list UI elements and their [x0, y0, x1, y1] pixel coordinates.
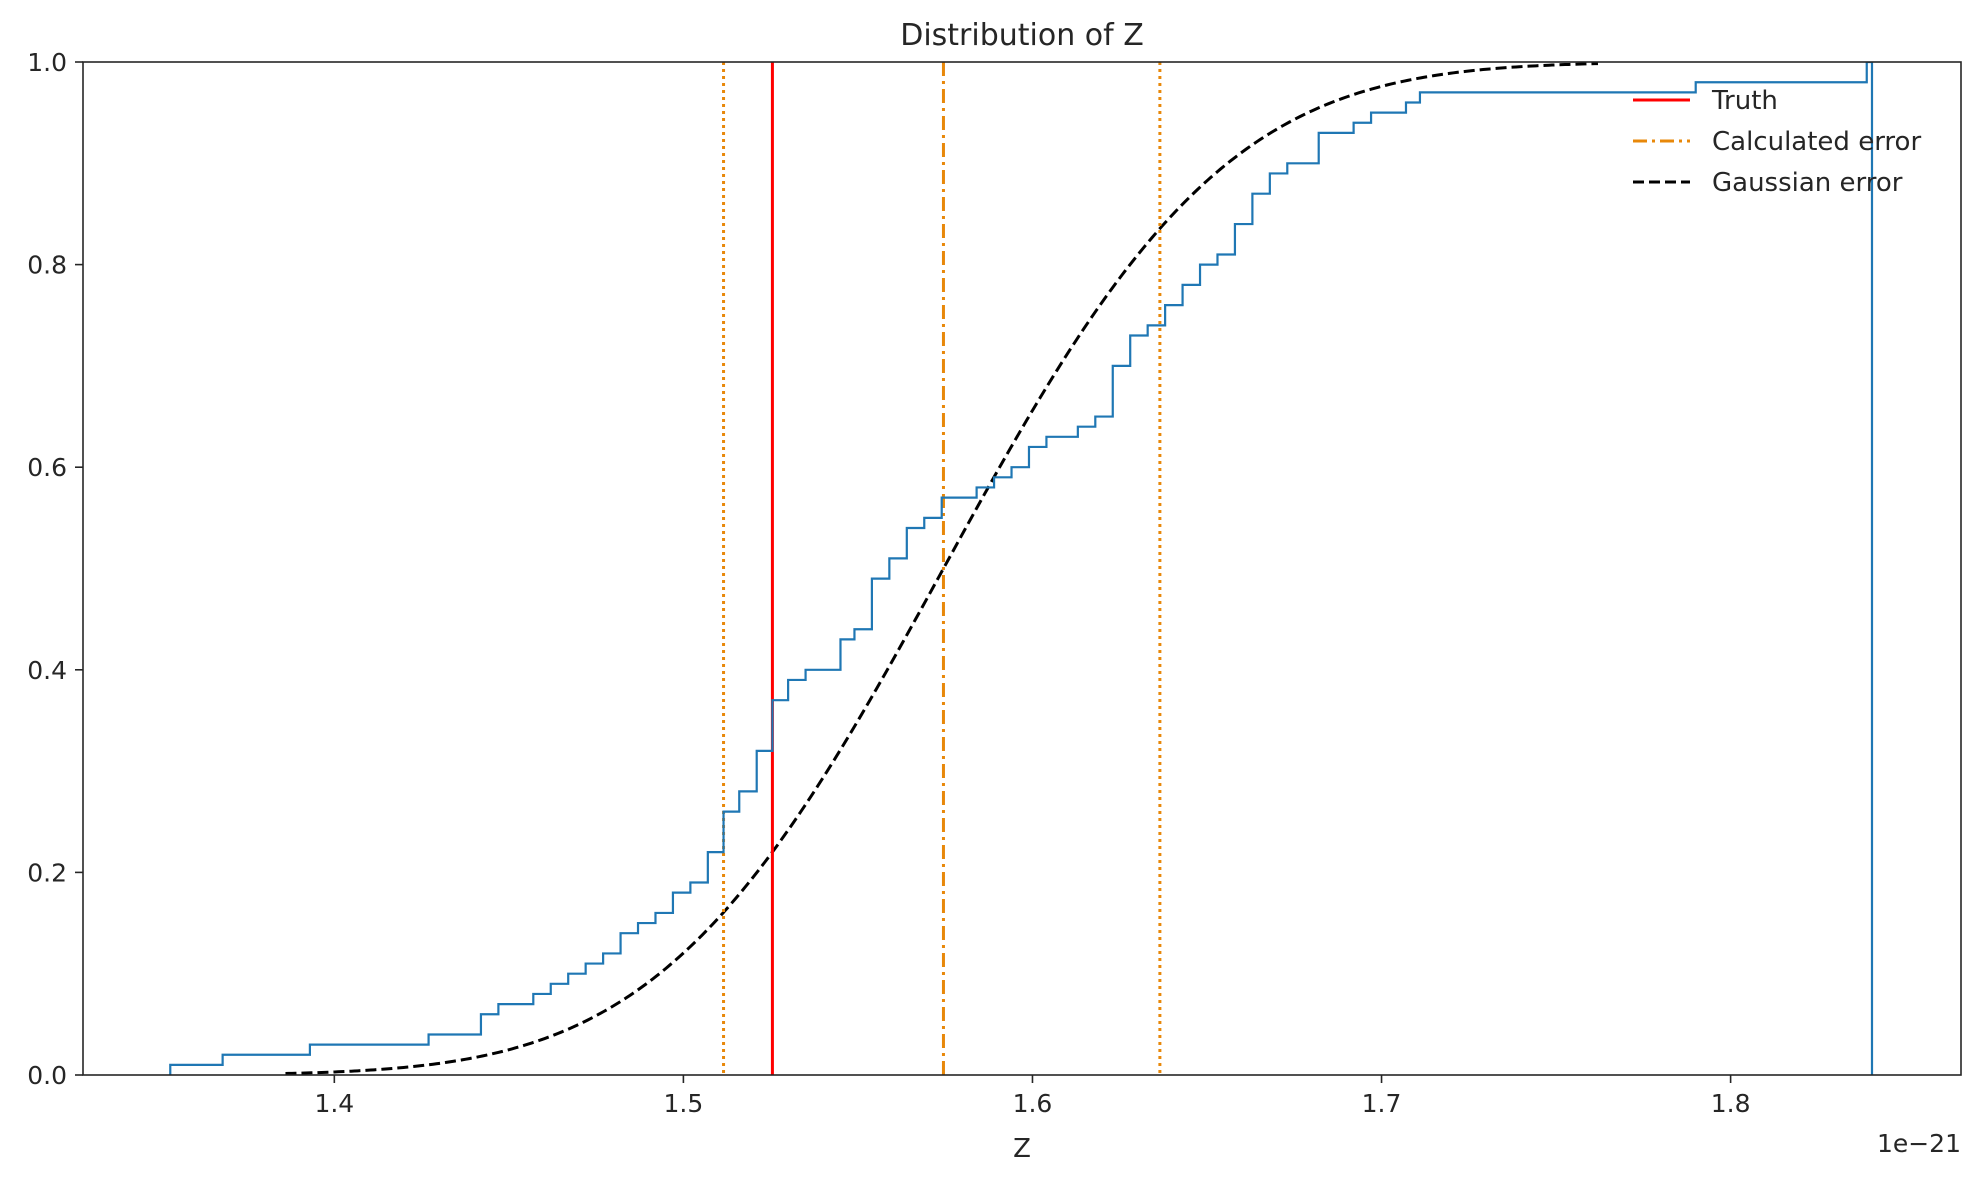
- legend-label: Gaussian error: [1712, 168, 1903, 198]
- y-tick-label: 1.0: [27, 48, 67, 77]
- x-axis-label: Z: [1013, 1134, 1031, 1164]
- legend-label: Truth: [1711, 86, 1778, 116]
- x-offset-label: 1e−21: [1877, 1129, 1961, 1158]
- plot-frame: [82, 61, 1962, 1076]
- y-tick-label: 0.6: [27, 453, 67, 482]
- x-tick-label: 1.7: [1362, 1089, 1402, 1118]
- ecdf-step-line: [169, 62, 1874, 1075]
- x-tick-label: 1.8: [1711, 1089, 1751, 1118]
- legend-label: Calculated error: [1712, 127, 1921, 157]
- chart-title: Distribution of Z: [900, 18, 1144, 53]
- y-tick-label: 0.2: [27, 858, 67, 887]
- y-tick-label: 0.0: [27, 1061, 67, 1090]
- legend: Truth Calculated error Gaussian error: [1633, 86, 1921, 198]
- x-tick-label: 1.6: [1013, 1089, 1053, 1118]
- y-tick-label: 0.8: [27, 251, 67, 280]
- x-tick-label: 1.5: [664, 1089, 704, 1118]
- gaussian-error-cdf-line: [285, 62, 1599, 1075]
- y-tick-label: 0.4: [27, 656, 67, 685]
- x-tick-label: 1.4: [314, 1089, 354, 1118]
